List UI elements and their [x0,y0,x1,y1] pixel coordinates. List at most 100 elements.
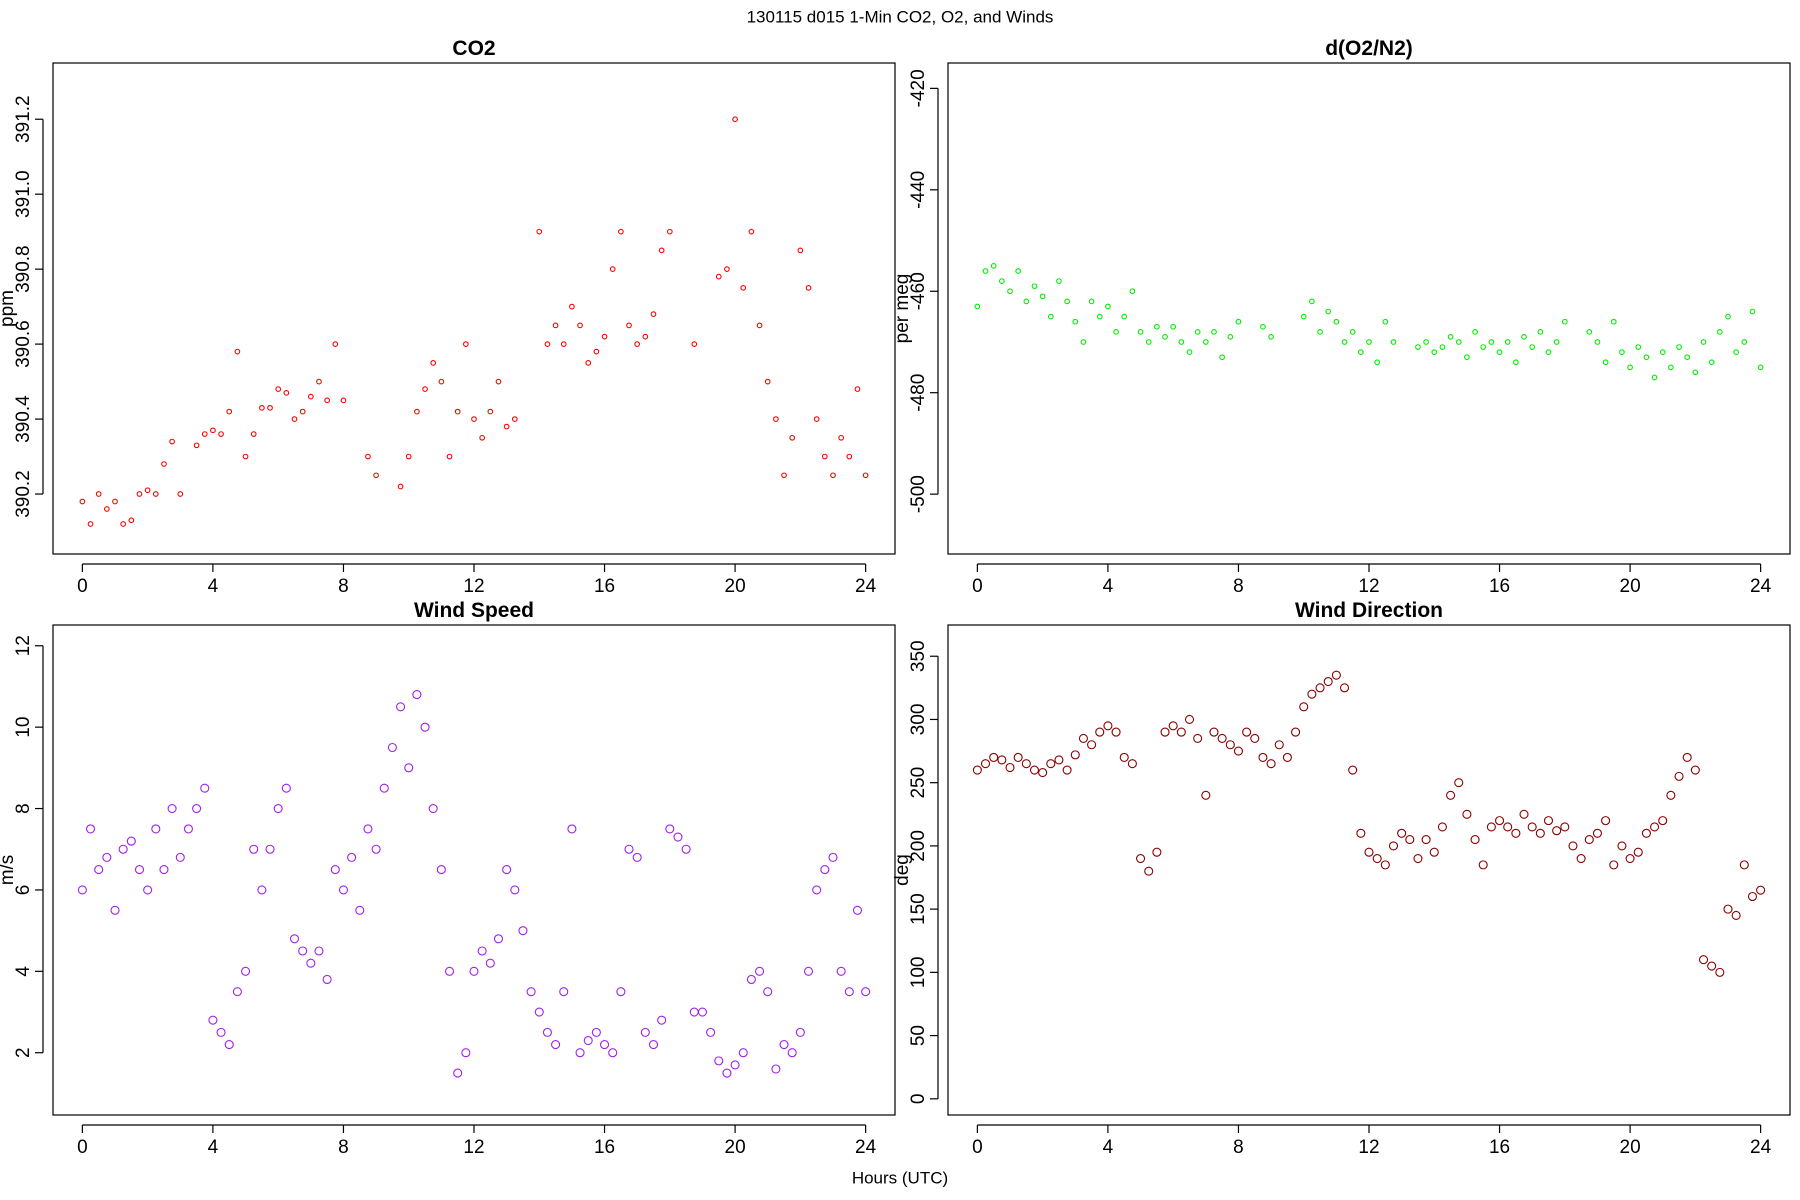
x-tick-label: 4 [1103,1137,1114,1158]
x-tick-label: 16 [1489,576,1510,597]
data-point [989,752,999,762]
data-point [1415,344,1421,350]
data-point [502,865,512,875]
data-point [510,885,520,895]
data-point [144,487,151,494]
data-point [1299,702,1309,712]
data-point [1676,344,1682,350]
data-point [787,1048,797,1058]
data-point [657,1015,667,1025]
data-point [201,431,208,437]
data-point [1602,359,1609,366]
x-tick-label: 8 [1233,576,1244,597]
data-point [265,844,275,854]
data-point [77,885,87,895]
x-tick-label: 24 [855,576,877,597]
y-tick-label: -420 [908,69,929,107]
data-point [1219,354,1225,361]
x-tick-label: 12 [463,576,484,597]
data-point [779,1040,789,1050]
data-point [87,521,94,527]
data-point [1047,313,1054,320]
data-point [1119,752,1129,762]
data-point [526,987,536,997]
data-point [1625,854,1635,864]
data-point [1543,816,1554,826]
y-tick-label: 8 [13,803,34,814]
data-point [161,461,167,467]
data-point [974,303,981,310]
data-point [1429,847,1439,857]
data-point [1080,339,1087,345]
data-point [1015,268,1022,274]
data-point [118,844,128,854]
data-point [322,974,332,985]
data-point [405,453,412,460]
data-point [1121,313,1128,320]
data-point [330,865,340,875]
data-point [534,1007,544,1017]
data-point [844,987,854,997]
y-tick-label: -480 [908,374,929,412]
data-point [1031,283,1038,290]
data-point [1658,816,1668,826]
data-point [1397,828,1407,838]
y-tick-label: 200 [908,830,929,862]
data-point [226,408,233,415]
data-point [387,742,397,753]
data-point [1113,328,1119,335]
data-point [1756,885,1766,895]
y-tick-label: 12 [13,635,34,656]
data-point [1078,733,1088,743]
data-point [1553,339,1560,345]
data-point [1747,891,1758,902]
data-point [1511,828,1521,838]
x-tick-label: 12 [463,1137,484,1158]
data-point [126,836,136,846]
data-point [95,491,102,497]
panel-title: Wind Direction [1295,599,1443,622]
data-point [577,322,583,329]
data-point [257,885,267,895]
data-point [1601,816,1611,826]
data-point [324,397,330,404]
data-point [1545,349,1552,355]
data-point [1382,318,1389,325]
data-point [1209,727,1219,737]
data-point [575,1048,585,1058]
data-point [1258,752,1268,762]
data-point [471,416,477,422]
data-point [208,1015,218,1025]
data-point [453,1068,463,1078]
data-point [560,341,567,347]
data-point [1233,746,1244,756]
data-point [216,1027,226,1037]
data-point [648,1040,659,1050]
data-point [1439,344,1446,350]
data-point [1087,740,1097,750]
data-point [665,824,675,834]
data-point [397,483,404,490]
data-point [724,266,730,272]
data-point [805,285,812,291]
data-point [1307,689,1317,699]
data-point [1692,369,1699,376]
x-axis-label: Hours (UTC) [852,1168,948,1187]
y-tick-label: -500 [908,475,929,513]
y-tick-label: 250 [908,767,929,799]
data-point [1038,768,1048,778]
data-point [1178,339,1185,345]
data-point [259,404,265,411]
y-tick-label: 350 [908,640,929,672]
data-point [363,824,373,834]
data-point [1749,308,1756,315]
data-point [552,322,559,329]
data-point [1682,752,1692,762]
data-point [1184,714,1195,725]
figure-title: 130115 d015 1-Min CO2, O2, and Winds [747,7,1054,26]
data-point [1064,298,1070,305]
data-point [159,865,169,875]
data-point [681,844,691,854]
data-point [1503,822,1513,832]
